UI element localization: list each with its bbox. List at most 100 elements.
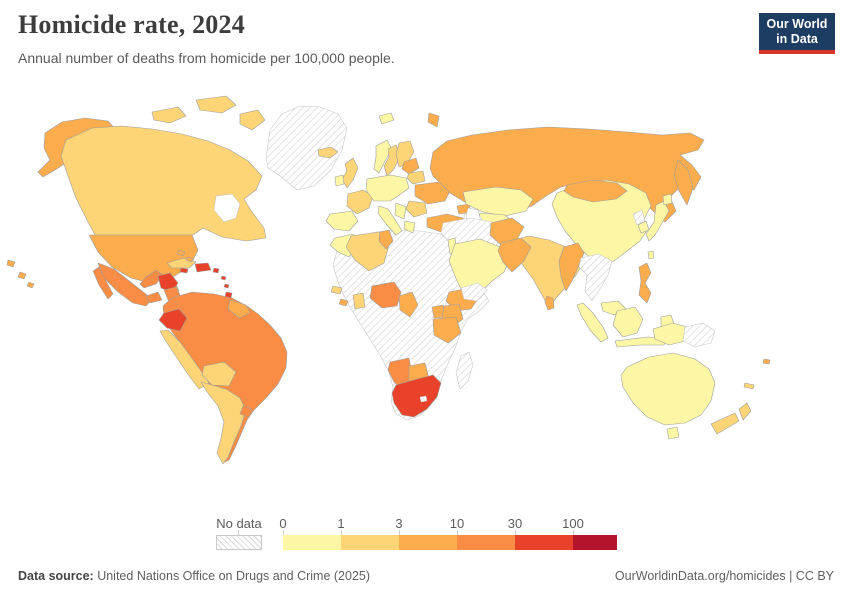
- region-russia[interactable]: [427, 112, 440, 128]
- map-legend: No data 0 1 3 10 30 100: [216, 515, 656, 553]
- page-subtitle: Annual number of deaths from homicide pe…: [18, 50, 395, 66]
- region-arctic-islands[interactable]: [195, 95, 237, 114]
- legend-tick-mark: [515, 530, 516, 535]
- region-hawaii[interactable]: [17, 271, 27, 280]
- legend-bar-segments: [283, 535, 617, 550]
- footer-source: Data source: United Nations Office on Dr…: [18, 569, 370, 583]
- region-bolivia[interactable]: [201, 361, 237, 387]
- legend-segment-1-3[interactable]: [341, 535, 399, 550]
- region-sri-lanka[interactable]: [544, 295, 555, 311]
- region-china[interactable]: [551, 179, 652, 265]
- legend-tick-mark: [238, 530, 239, 535]
- region-iberia[interactable]: [325, 210, 359, 232]
- region-france[interactable]: [346, 189, 374, 215]
- legend-tick-mark: [283, 530, 284, 535]
- region-madagascar[interactable]: [455, 351, 474, 390]
- legend-tick-mark: [399, 530, 400, 535]
- region-hispaniola[interactable]: [194, 262, 212, 273]
- region-taiwan[interactable]: [647, 250, 655, 260]
- region-indonesia[interactable]: [576, 302, 609, 343]
- region-south-africa[interactable]: [391, 374, 442, 418]
- region-baltics[interactable]: [401, 157, 420, 175]
- region-arctic-islands[interactable]: [239, 109, 266, 131]
- region-greenland[interactable]: [265, 105, 348, 191]
- region-mexico[interactable]: [139, 269, 164, 289]
- region-ireland[interactable]: [334, 174, 345, 187]
- region-southern-cone[interactable]: [200, 381, 247, 465]
- region-canada[interactable]: [60, 125, 267, 242]
- region-jamaica[interactable]: [179, 267, 189, 274]
- owid-logo[interactable]: Our World in Data: [759, 13, 835, 54]
- region-japan[interactable]: [662, 193, 673, 206]
- footer-citation: OurWorldinData.org/homicides | CC BY: [614, 569, 834, 583]
- legend-segment-3-10[interactable]: [399, 535, 457, 550]
- owid-logo-line1: Our World: [766, 17, 828, 31]
- region-guatemala[interactable]: [145, 291, 163, 304]
- legend-tick-label: 0: [279, 516, 287, 531]
- region-sweden[interactable]: [383, 144, 401, 177]
- region-kazakhstan[interactable]: [462, 186, 534, 217]
- hudson-bay: [213, 193, 241, 223]
- region-svalbard[interactable]: [378, 112, 395, 125]
- region-central-europe[interactable]: [365, 174, 410, 202]
- legend-tick-label: 10: [449, 516, 465, 531]
- region-belarus[interactable]: [406, 170, 426, 185]
- region-indonesia[interactable]: [612, 306, 644, 338]
- legend-tick-label: 30: [507, 516, 523, 531]
- region-lesser-antilles[interactable]: [220, 275, 227, 281]
- region-ecuador[interactable]: [158, 308, 188, 332]
- region-papua-new-guinea[interactable]: [682, 322, 716, 348]
- region-lesser-antilles[interactable]: [223, 283, 230, 289]
- region-balkans[interactable]: [394, 202, 407, 220]
- region-tunisia[interactable]: [378, 229, 394, 250]
- region-indochina[interactable]: [578, 253, 613, 302]
- region-north-korea[interactable]: [632, 209, 646, 226]
- region-uruguay[interactable]: [239, 405, 253, 418]
- region-australia[interactable]: [620, 352, 716, 426]
- region-liberia[interactable]: [338, 298, 349, 307]
- legend-segment-10-30[interactable]: [457, 535, 515, 550]
- region-new-caledonia[interactable]: [743, 382, 755, 390]
- region-puerto-rico[interactable]: [212, 267, 220, 274]
- region-cameroon[interactable]: [398, 291, 419, 318]
- region-philippines[interactable]: [638, 262, 652, 304]
- legend-segment-0-1[interactable]: [283, 535, 341, 550]
- world-map: [6, 95, 771, 465]
- region-norway[interactable]: [373, 139, 393, 174]
- region-arabia[interactable]: [448, 238, 511, 300]
- region-italy[interactable]: [377, 205, 403, 236]
- region-indonesia[interactable]: [614, 336, 667, 348]
- region-iceland[interactable]: [317, 146, 339, 159]
- region-arctic-islands[interactable]: [151, 106, 187, 124]
- region-hawaii[interactable]: [6, 259, 16, 268]
- legend-segment-100+[interactable]: [573, 535, 617, 550]
- region-united-kingdom[interactable]: [341, 157, 359, 189]
- region-greece[interactable]: [403, 220, 416, 234]
- region-new-zealand[interactable]: [738, 402, 752, 421]
- region-pakistan[interactable]: [497, 237, 532, 273]
- region-tanzania[interactable]: [432, 316, 462, 344]
- region-ghana[interactable]: [352, 292, 366, 310]
- region-yemen[interactable]: [460, 282, 488, 302]
- region-guianas[interactable]: [227, 299, 251, 319]
- region-russia[interactable]: [673, 159, 694, 206]
- region-nigeria[interactable]: [369, 281, 402, 309]
- region-mexico[interactable]: [92, 266, 114, 300]
- region-bahamas[interactable]: [176, 249, 186, 257]
- region-bahamas[interactable]: [185, 256, 194, 263]
- region-fiji[interactable]: [762, 358, 771, 365]
- region-peru[interactable]: [159, 329, 210, 390]
- region-mongolia[interactable]: [563, 179, 628, 203]
- legend-segment-30-100[interactable]: [515, 535, 573, 550]
- region-australia[interactable]: [666, 426, 680, 440]
- region-myanmar[interactable]: [558, 242, 585, 292]
- region-mexico[interactable]: [97, 262, 153, 307]
- legend-tick-mark: [457, 530, 458, 535]
- legend-no-data-swatch[interactable]: [216, 535, 262, 550]
- region-new-zealand[interactable]: [710, 412, 740, 435]
- region-romania-bulgaria[interactable]: [405, 200, 428, 218]
- region-hawaii[interactable]: [26, 281, 35, 289]
- region-senegal[interactable]: [330, 285, 343, 295]
- legend-no-data-label: No data: [216, 516, 262, 531]
- legend-no-data-block: No data: [216, 515, 262, 553]
